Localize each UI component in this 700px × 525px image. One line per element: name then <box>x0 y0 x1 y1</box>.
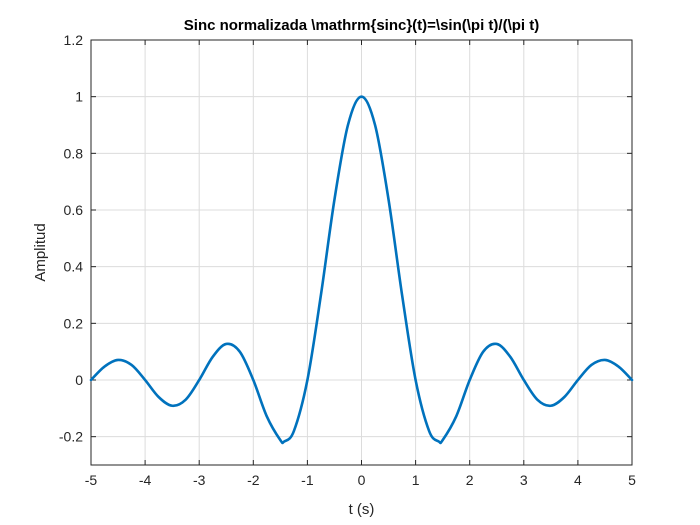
series-line-sinc <box>89 95 634 445</box>
grid-lines <box>90 39 633 465</box>
y-tick-label: 0 <box>75 372 83 388</box>
y-tick-label: -0.2 <box>59 429 83 445</box>
y-tick-label: 0.4 <box>64 259 84 275</box>
y-tick-label: 0.2 <box>64 315 84 331</box>
x-axis-label: t (s) <box>349 501 375 518</box>
x-tick-label: 0 <box>358 472 366 488</box>
x-tick-label: 1 <box>412 472 420 488</box>
x-tick-label: 4 <box>574 472 582 488</box>
x-tick-label: -4 <box>139 472 152 488</box>
chart-title: Sinc normalizada \mathrm{sinc}(t)=\sin(\… <box>184 17 539 34</box>
x-tick-label: 5 <box>628 472 636 488</box>
y-tick-label: 0.6 <box>64 202 84 218</box>
x-tick-labels: -5 -4 -3 -2 -1 0 1 2 3 4 5 <box>85 472 636 488</box>
x-tick-label: -1 <box>301 472 314 488</box>
x-tick-label: -2 <box>247 472 260 488</box>
x-tick-label: -5 <box>85 472 98 488</box>
y-tick-labels: -0.2 0 0.2 0.4 0.6 0.8 1 1.2 <box>59 32 83 445</box>
x-tick-label: 3 <box>520 472 528 488</box>
y-axis-label: Amplitud <box>32 223 49 281</box>
y-tick-label: 0.8 <box>64 145 84 161</box>
x-tick-label: 2 <box>466 472 474 488</box>
y-tick-label: 1 <box>75 89 83 105</box>
tick-marks <box>90 39 633 465</box>
x-tick-label: -3 <box>193 472 206 488</box>
y-tick-label: 1.2 <box>64 32 84 48</box>
